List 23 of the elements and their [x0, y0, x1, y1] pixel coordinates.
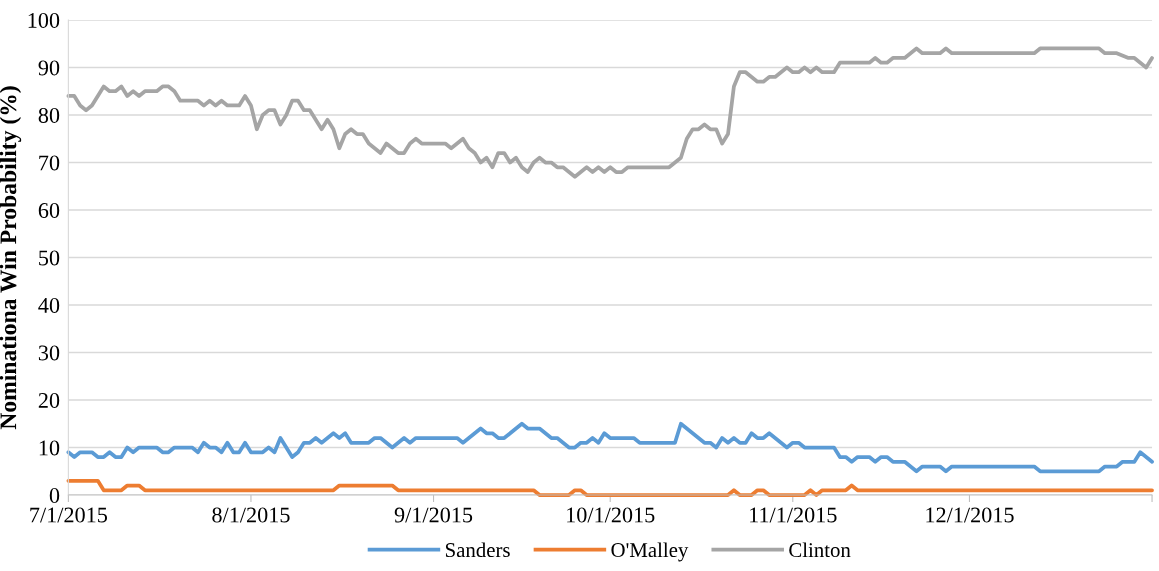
y-tick-label: 20	[38, 392, 60, 408]
y-tick-label: 10	[39, 440, 60, 456]
y-tick-label: 70	[39, 155, 60, 171]
y-tick-label: 90	[38, 60, 60, 76]
line-series	[66, 46, 1154, 179]
y-tick-label: 50	[39, 250, 60, 266]
x-tick-label: 8/1/2015	[212, 507, 290, 523]
legend-label: O'Malley	[611, 542, 689, 562]
y-tick-label: 0	[49, 487, 60, 503]
x-tick-label: 9/1/2015	[394, 507, 473, 523]
y-tick-label: 40	[38, 297, 60, 313]
line-series	[66, 421, 1154, 474]
y-tick-label: 100	[28, 12, 60, 28]
y-tick-label: 30	[38, 345, 60, 361]
x-tick-label: 12/1/2015	[926, 507, 1014, 523]
y-tick-label: 80	[38, 107, 60, 123]
x-tick-label: 10/1/2015	[567, 507, 655, 523]
y-axis-title: Nominationa Win Probability (%)	[0, 86, 22, 430]
x-tick-label: 11/1/2015	[750, 507, 837, 523]
legend-label: Sanders	[445, 542, 510, 558]
x-tick-label: 7/1/2015	[30, 507, 108, 523]
legend-label: Clinton	[789, 542, 851, 558]
y-tick-label: 60	[38, 202, 60, 218]
